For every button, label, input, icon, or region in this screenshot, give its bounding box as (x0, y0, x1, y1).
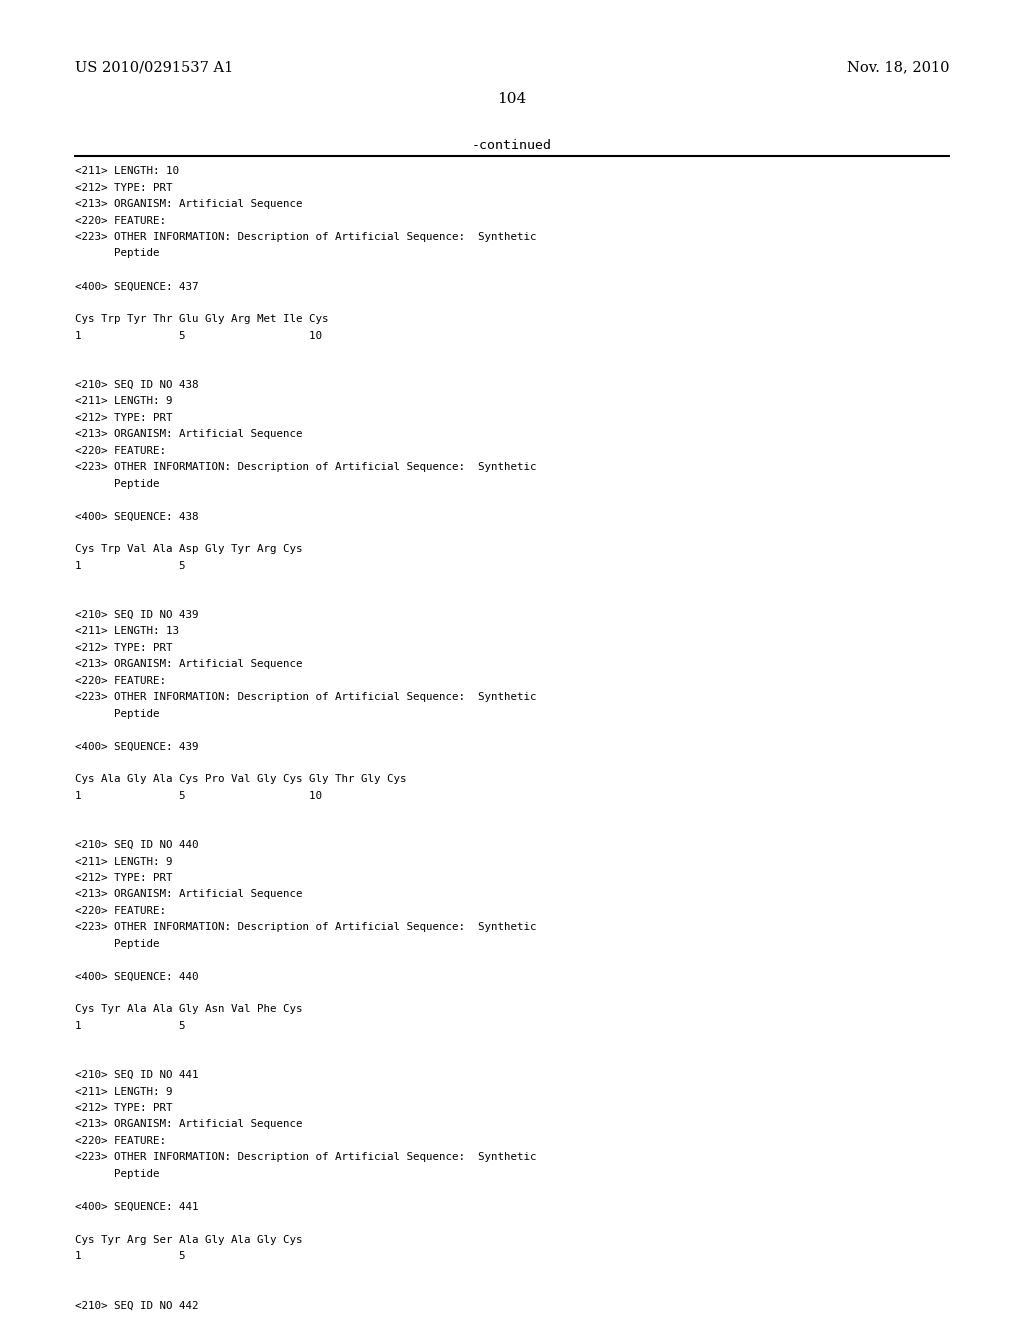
Text: <210> SEQ ID NO 441: <210> SEQ ID NO 441 (75, 1071, 199, 1080)
Text: <400> SEQUENCE: 441: <400> SEQUENCE: 441 (75, 1201, 199, 1212)
Text: Cys Tyr Ala Ala Gly Asn Val Phe Cys: Cys Tyr Ala Ala Gly Asn Val Phe Cys (75, 1005, 302, 1015)
Text: <400> SEQUENCE: 437: <400> SEQUENCE: 437 (75, 281, 199, 292)
Text: <212> TYPE: PRT: <212> TYPE: PRT (75, 182, 172, 193)
Text: 1               5                   10: 1 5 10 (75, 330, 322, 341)
Text: <400> SEQUENCE: 440: <400> SEQUENCE: 440 (75, 972, 199, 982)
Text: <400> SEQUENCE: 438: <400> SEQUENCE: 438 (75, 511, 199, 521)
Text: Nov. 18, 2010: Nov. 18, 2010 (847, 61, 949, 75)
Text: <223> OTHER INFORMATION: Description of Artificial Sequence:  Synthetic: <223> OTHER INFORMATION: Description of … (75, 923, 537, 932)
Text: Cys Trp Tyr Thr Glu Gly Arg Met Ile Cys: Cys Trp Tyr Thr Glu Gly Arg Met Ile Cys (75, 314, 329, 325)
Text: <213> ORGANISM: Artificial Sequence: <213> ORGANISM: Artificial Sequence (75, 1119, 302, 1130)
Text: <211> LENGTH: 9: <211> LENGTH: 9 (75, 1086, 172, 1097)
Text: <210> SEQ ID NO 442: <210> SEQ ID NO 442 (75, 1300, 199, 1311)
Text: <213> ORGANISM: Artificial Sequence: <213> ORGANISM: Artificial Sequence (75, 429, 302, 440)
Text: <220> FEATURE:: <220> FEATURE: (75, 215, 166, 226)
Text: <210> SEQ ID NO 439: <210> SEQ ID NO 439 (75, 610, 199, 620)
Text: Cys Ala Gly Ala Cys Pro Val Gly Cys Gly Thr Gly Cys: Cys Ala Gly Ala Cys Pro Val Gly Cys Gly … (75, 775, 407, 784)
Text: <211> LENGTH: 9: <211> LENGTH: 9 (75, 396, 172, 407)
Text: 1               5: 1 5 (75, 561, 185, 570)
Text: Peptide: Peptide (75, 479, 160, 488)
Text: <212> TYPE: PRT: <212> TYPE: PRT (75, 413, 172, 422)
Text: <212> TYPE: PRT: <212> TYPE: PRT (75, 873, 172, 883)
Text: Peptide: Peptide (75, 939, 160, 949)
Text: <212> TYPE: PRT: <212> TYPE: PRT (75, 1104, 172, 1113)
Text: <220> FEATURE:: <220> FEATURE: (75, 1137, 166, 1146)
Text: <220> FEATURE:: <220> FEATURE: (75, 906, 166, 916)
Text: Peptide: Peptide (75, 248, 160, 259)
Text: <223> OTHER INFORMATION: Description of Artificial Sequence:  Synthetic: <223> OTHER INFORMATION: Description of … (75, 692, 537, 702)
Text: <213> ORGANISM: Artificial Sequence: <213> ORGANISM: Artificial Sequence (75, 890, 302, 899)
Text: <213> ORGANISM: Artificial Sequence: <213> ORGANISM: Artificial Sequence (75, 660, 302, 669)
Text: US 2010/0291537 A1: US 2010/0291537 A1 (75, 61, 233, 75)
Text: Cys Trp Val Ala Asp Gly Tyr Arg Cys: Cys Trp Val Ala Asp Gly Tyr Arg Cys (75, 544, 302, 554)
Text: <223> OTHER INFORMATION: Description of Artificial Sequence:  Synthetic: <223> OTHER INFORMATION: Description of … (75, 232, 537, 242)
Text: <220> FEATURE:: <220> FEATURE: (75, 446, 166, 455)
Text: <400> SEQUENCE: 439: <400> SEQUENCE: 439 (75, 742, 199, 751)
Text: 1               5                   10: 1 5 10 (75, 791, 322, 801)
Text: Peptide: Peptide (75, 1168, 160, 1179)
Text: <211> LENGTH: 9: <211> LENGTH: 9 (75, 857, 172, 866)
Text: 1               5: 1 5 (75, 1020, 185, 1031)
Text: <211> LENGTH: 10: <211> LENGTH: 10 (75, 166, 179, 177)
Text: 104: 104 (498, 92, 526, 107)
Text: <210> SEQ ID NO 440: <210> SEQ ID NO 440 (75, 840, 199, 850)
Text: <210> SEQ ID NO 438: <210> SEQ ID NO 438 (75, 380, 199, 389)
Text: 1               5: 1 5 (75, 1251, 185, 1261)
Text: <211> LENGTH: 13: <211> LENGTH: 13 (75, 627, 179, 636)
Text: Peptide: Peptide (75, 709, 160, 718)
Text: -continued: -continued (472, 139, 552, 152)
Text: <212> TYPE: PRT: <212> TYPE: PRT (75, 643, 172, 653)
Text: <223> OTHER INFORMATION: Description of Artificial Sequence:  Synthetic: <223> OTHER INFORMATION: Description of … (75, 462, 537, 473)
Text: <223> OTHER INFORMATION: Description of Artificial Sequence:  Synthetic: <223> OTHER INFORMATION: Description of … (75, 1152, 537, 1163)
Text: <220> FEATURE:: <220> FEATURE: (75, 676, 166, 686)
Text: Cys Tyr Arg Ser Ala Gly Ala Gly Cys: Cys Tyr Arg Ser Ala Gly Ala Gly Cys (75, 1234, 302, 1245)
Text: <213> ORGANISM: Artificial Sequence: <213> ORGANISM: Artificial Sequence (75, 199, 302, 209)
